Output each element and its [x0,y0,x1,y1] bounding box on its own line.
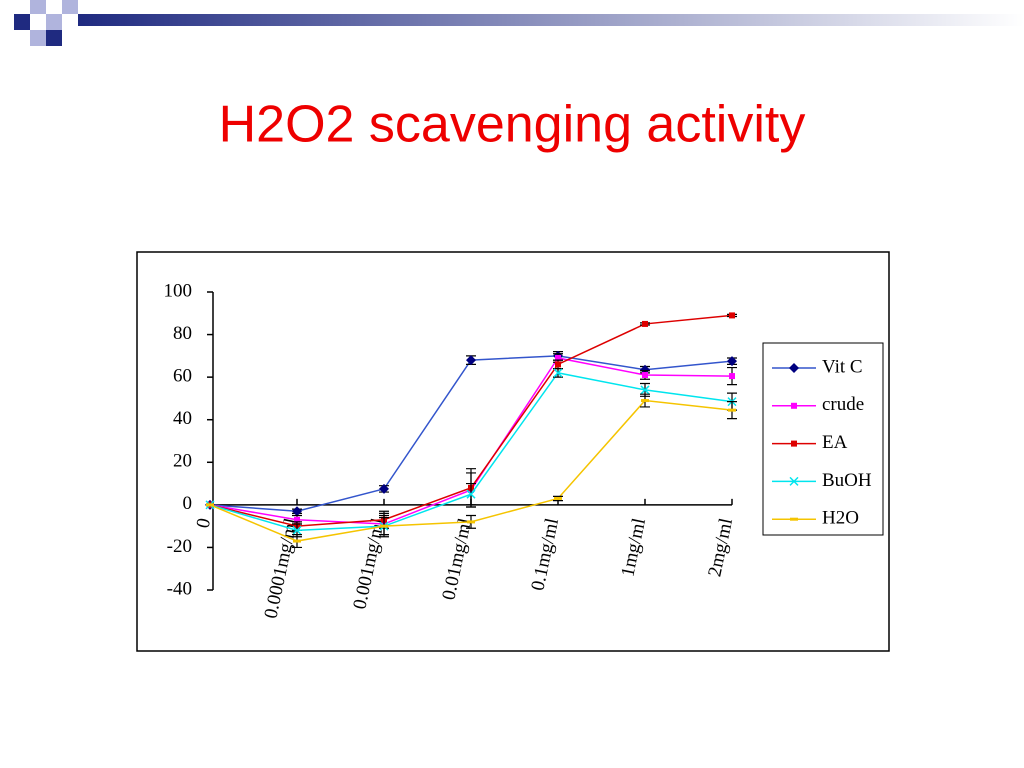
marker [380,524,388,528]
y-tick-label: 40 [173,408,192,429]
marker [791,440,797,447]
marker [790,517,798,521]
marker [789,476,799,486]
marker [467,520,475,524]
marker [729,373,735,380]
legend-label: BuOH [822,470,872,491]
y-tick-label: -20 [167,536,192,557]
marker [292,525,302,535]
y-tick-label: 80 [173,323,192,344]
decoration [14,0,1024,46]
legend-frame [762,342,884,536]
marker [642,372,648,379]
marker [293,539,301,543]
legend-label: Vit C [822,356,863,377]
y-tick-label: 60 [173,366,192,387]
x-tick-label: 0 [193,516,216,530]
marker [728,408,736,412]
marker [555,361,561,368]
marker [727,356,737,367]
y-tick-label: 100 [164,280,193,301]
marker [789,363,799,373]
marker [640,385,650,395]
marker [294,516,300,523]
marker [466,489,476,499]
series [206,393,737,549]
marker [642,320,648,327]
marker [641,399,649,403]
marker [729,312,735,319]
y-tick-label: 0 [183,493,193,514]
marker [292,506,302,517]
marker [466,355,476,366]
marker [555,354,561,361]
legend-label: EA [822,432,848,453]
chart-title: H2O2 scavenging activity [219,96,806,154]
y-tick-label: 20 [173,451,192,472]
y-tick-label: -40 [167,578,192,599]
legend-label: crude [822,394,864,415]
marker [379,483,389,494]
marker [791,402,797,409]
legend-label: H2O [822,508,859,529]
marker [554,496,562,500]
marker [206,503,214,507]
marker [553,368,563,378]
